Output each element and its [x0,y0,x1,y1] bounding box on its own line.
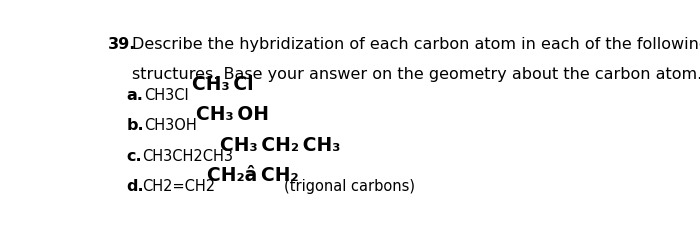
Text: Describe the hybridization of each carbon atom in each of the following: Describe the hybridization of each carbo… [132,37,700,52]
Text: b.: b. [127,118,144,133]
Text: CH₃ Cl: CH₃ Cl [193,75,254,94]
Text: CH₃ CH₂ CH₃: CH₃ CH₂ CH₃ [220,136,341,155]
Text: d.: d. [127,179,144,194]
Text: (trigonal carbons): (trigonal carbons) [284,179,415,194]
Text: CH3CH2CH3: CH3CH2CH3 [141,149,232,164]
Text: CH₂â CH₂: CH₂â CH₂ [207,166,298,185]
Text: structures. Base your answer on the geometry about the carbon atom.: structures. Base your answer on the geom… [132,67,700,82]
Text: c.: c. [127,149,142,164]
Text: CH₃ OH: CH₃ OH [196,105,269,124]
Text: 39.: 39. [108,37,136,52]
Text: a.: a. [127,88,144,103]
Text: CH3OH: CH3OH [144,118,197,133]
Text: CH2=CH2: CH2=CH2 [141,179,215,194]
Text: CH3Cl: CH3Cl [144,88,189,103]
